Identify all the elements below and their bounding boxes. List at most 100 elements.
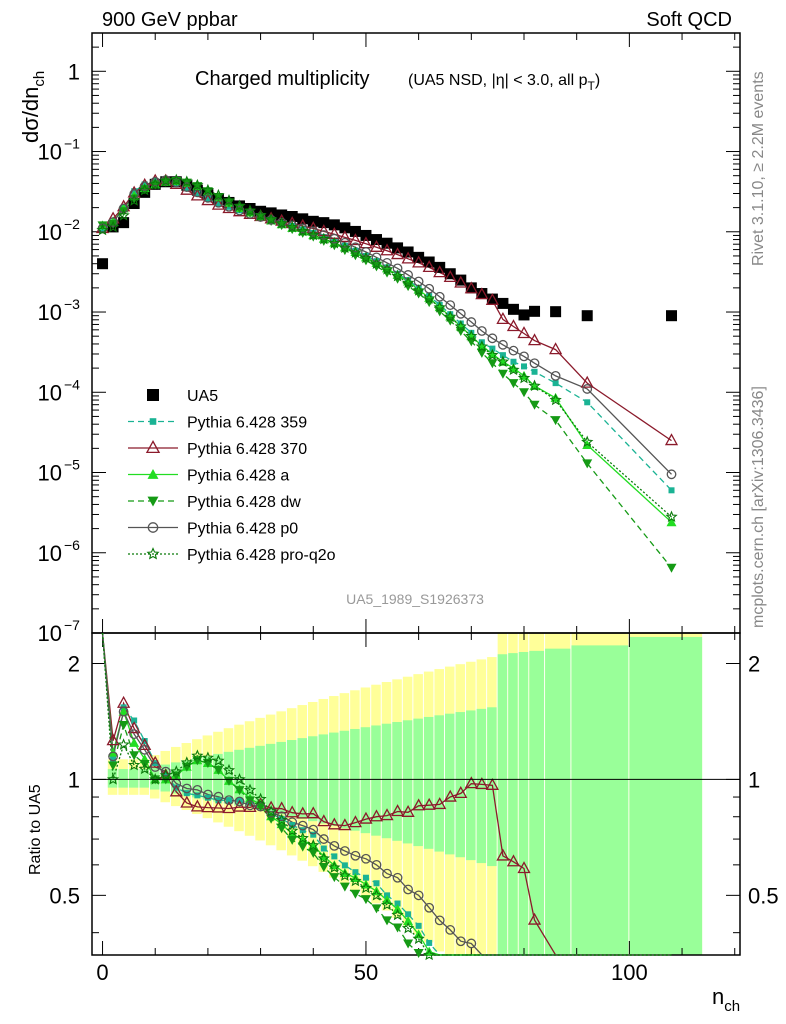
band-inner <box>629 636 703 955</box>
rivet-label: Rivet 3.1.10, ≥ 2.2M events <box>750 71 767 266</box>
series-p359-ratio-point <box>373 880 380 887</box>
series-pq2o-ratio-point <box>296 831 309 844</box>
y-tick-exponent: −5 <box>64 457 80 473</box>
series-pp0-point <box>245 209 255 219</box>
y-axis-label: dσ/dnch <box>18 71 48 143</box>
series-pq2o-point <box>265 213 278 225</box>
band-inner <box>497 654 508 955</box>
series-pq2o-ratio-point <box>128 758 141 771</box>
series-ua5-point <box>550 306 562 318</box>
ratio-tick-label-right: 1 <box>748 767 760 792</box>
series-pq2o-point <box>549 393 562 406</box>
series-p359-ratio-point <box>426 939 433 946</box>
series-p370-ratio-point <box>506 854 521 867</box>
y-axis-label-main: dσ/dn <box>18 87 43 143</box>
series-pdw-ratio-point <box>266 814 277 824</box>
series-p359-ratio-point <box>362 874 369 881</box>
series-pq2o-point <box>433 301 446 313</box>
series-p359-point <box>510 358 517 365</box>
series-pdw-ratio-point <box>129 751 140 761</box>
y-tick-exponent: −4 <box>64 376 80 392</box>
legend-item-pq2o: Pythia 6.428 pro-q2o <box>128 547 336 564</box>
series-p370-ratio-point <box>390 804 405 817</box>
series-p370-point <box>422 260 436 273</box>
series-p370-point <box>201 193 215 206</box>
series-pp0-point <box>255 212 266 222</box>
band-inner <box>476 708 487 864</box>
series-pdw-point <box>139 185 150 195</box>
series-pp0-ratio-point <box>108 751 118 762</box>
series-p359-ratio-point <box>204 794 211 801</box>
series-pq2o-point <box>444 310 457 323</box>
series-pq2o-ratio-point <box>243 783 257 796</box>
series-p370-ratio-point <box>412 798 426 811</box>
series-p370-point <box>380 243 394 256</box>
series-p370-ratio-point <box>138 738 152 751</box>
y-tick-label: 10 <box>38 541 62 566</box>
series-pdw-point <box>202 187 213 197</box>
series-ua5-point <box>444 268 456 280</box>
series-pp0-ratio-point <box>203 789 213 800</box>
band-inner <box>139 769 149 788</box>
x-axis-label-sub: ch <box>724 998 740 1015</box>
series-pq2o-point <box>496 355 510 367</box>
series-pa-ratio-point <box>392 904 403 914</box>
series-pdw-point <box>497 369 508 379</box>
series-pdw-point <box>487 359 498 369</box>
series-ua5-point <box>476 288 488 300</box>
series-pdw-ratio-point <box>287 835 298 845</box>
series-pq2o-point <box>391 269 404 282</box>
legend-label: Pythia 6.428 p0 <box>187 521 298 538</box>
series-pdw-point <box>582 459 593 469</box>
series-p359-ratio-point <box>110 755 117 762</box>
series-pq2o-ratio-point <box>138 762 151 775</box>
band-inner <box>255 745 265 810</box>
series-pp0-point <box>476 326 487 336</box>
series-pp0-point <box>455 308 466 319</box>
legend-swatch-marker <box>149 418 157 425</box>
legend-item-ua5: UA5 <box>147 388 218 405</box>
series-pq2o-point <box>128 194 141 206</box>
series-pq2o-ratio-point <box>338 869 351 881</box>
series-p359-point <box>183 185 190 192</box>
series-p370-point <box>527 333 542 346</box>
series-pdw-ratio-point <box>329 873 340 883</box>
series-ua5-point <box>581 310 593 322</box>
series-pq2o-point <box>201 183 215 196</box>
series-pp0-ratio-point <box>139 744 150 755</box>
y-tick-label: 10 <box>38 220 62 245</box>
band-inner <box>128 769 139 788</box>
band-inner <box>371 725 381 836</box>
series-markers <box>95 173 679 961</box>
series-ua5-point <box>497 297 509 309</box>
series-p370-point <box>443 270 457 283</box>
band-inner <box>392 722 402 841</box>
series-pp0-ratio-point <box>255 801 266 812</box>
band-inner <box>202 755 213 800</box>
series-pq2o-ratio-point <box>212 754 225 767</box>
series-pq2o-point <box>243 204 257 216</box>
legend-label: Pythia 6.428 a <box>187 468 289 485</box>
series-pq2o-point <box>370 257 383 269</box>
series-pp0-point <box>371 252 382 263</box>
series-ua5-point <box>507 303 519 315</box>
band-inner <box>434 715 444 852</box>
series-pp0-point <box>181 182 192 193</box>
legend-item-pp0: Pythia 6.428 p0 <box>128 521 298 538</box>
legend-swatch-marker <box>147 522 159 533</box>
series-p370-ratio-point <box>317 814 331 827</box>
series-pp0-point <box>171 177 182 188</box>
legend-item-pa: Pythia 6.428 a <box>128 468 289 485</box>
series-p359-ratio-point <box>320 845 327 852</box>
series-p370-ratio-point <box>211 800 226 813</box>
series-pp0-ratio-point <box>213 791 224 802</box>
series-ua5-point <box>118 217 130 229</box>
header-right: Soft QCD <box>646 9 732 31</box>
series-p370-ratio-point <box>232 799 247 812</box>
series-pq2o-ratio-point <box>391 908 404 921</box>
series-pdw-point <box>508 379 519 389</box>
series-pdw-point <box>529 400 540 410</box>
series-pdw-point <box>666 563 677 573</box>
series-pp0-point <box>666 469 677 480</box>
